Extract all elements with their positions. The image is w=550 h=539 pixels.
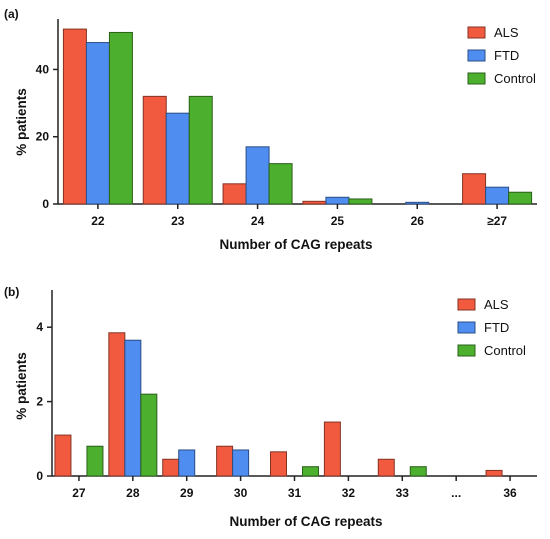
panel-b-y-tick-label: 2: [36, 395, 43, 409]
panel-a-bar-als-0: [62, 28, 87, 205]
panel-a-legend-label-control: Control: [494, 71, 536, 86]
panel-b-legend: ALS FTD Control: [457, 297, 526, 358]
panel-b-x-tick-label: ...: [451, 486, 461, 500]
panel-a-bar-ftd-2: [245, 146, 270, 205]
panel-a-bar-ftd-1: [165, 112, 190, 205]
panel-a-legend-label-ftd: FTD: [494, 48, 519, 63]
panel-a-bar-als-3: [302, 200, 327, 205]
panel-b-y-tick-label: 0: [36, 469, 43, 483]
panel-b-y-axis-title: % patients: [14, 352, 29, 420]
panel-b-x-tick-label: 32: [342, 486, 356, 500]
panel-b-legend-label-als: ALS: [484, 297, 509, 312]
panel-a-legend-swatch-control: [467, 72, 486, 85]
panel-b-x-axis-title: Number of CAG repeats: [229, 514, 382, 529]
panel-a-x-axis-title: Number of CAG repeats: [219, 237, 372, 252]
panel-a-bar-ftd-5: [485, 186, 510, 205]
panel-a-x-tick-label: 22: [91, 214, 105, 228]
panel-b-legend-swatch-als: [457, 298, 476, 311]
panel-b-bar-ftd-1: [124, 339, 142, 477]
panel-b-x-tick-label: 29: [180, 486, 194, 500]
panel-b-x-tick-label: 27: [72, 486, 86, 500]
panel-b-x-ticks: 27 28 29 30 31 32 33... 36: [72, 476, 517, 500]
panel-b-legend-label-ftd: FTD: [484, 320, 509, 335]
panel-b-bar-control-1: [140, 393, 158, 477]
panel-a-legend-swatch-als: [467, 26, 486, 39]
panel-a-x-tick-label: 24: [251, 214, 265, 228]
panel-a-bar-ftd-3: [325, 196, 350, 205]
panel-b-y-tick-label: 4: [36, 320, 43, 334]
panel-b-label: (b): [4, 285, 19, 299]
panel-a-bar-als-2: [222, 183, 247, 205]
panel-b-bar-als-0: [54, 434, 72, 477]
panel-b-bar-ftd-2: [178, 449, 196, 477]
panel-b-bar-control-4: [302, 466, 319, 477]
panel-a-x-tick-label: 25: [331, 214, 345, 228]
panel-a-y-tick-label: 40: [36, 62, 50, 76]
chart-panel-a: (a) % patients Number of CAG repeats 0 20…: [4, 7, 537, 252]
panel-a-y-ticks: 0 20 40: [36, 62, 58, 211]
panel-a-bar-control-1: [188, 95, 213, 205]
panel-b-x-tick-label: 28: [126, 486, 140, 500]
panel-a-legend-swatch-ftd: [467, 49, 486, 62]
panel-a-bar-als-1: [142, 95, 167, 205]
panel-a-bar-control-3: [348, 198, 373, 205]
panel-b-x-tick-label: 33: [396, 486, 410, 500]
panel-b-bar-als-1: [108, 332, 126, 477]
panel-a-x-tick-label: ≥27: [487, 214, 507, 228]
panel-a-legend: ALS FTD Control: [467, 25, 536, 86]
panel-a-y-tick-label: 0: [42, 197, 49, 211]
panel-a-bar-control-5: [508, 191, 533, 205]
panel-b-legend-swatch-control: [457, 344, 476, 357]
panel-b-bar-als-3: [216, 445, 234, 477]
panel-a-label: (a): [4, 7, 19, 21]
panel-b-x-tick-label: 30: [234, 486, 248, 500]
panel-b-legend-label-control: Control: [484, 343, 526, 358]
panel-a-x-tick-label: 26: [411, 214, 425, 228]
panel-b-legend-swatch-ftd: [457, 321, 476, 334]
chart-panel-b: (b) % patients Number of CAG repeats 0 2 4…: [4, 285, 537, 529]
panel-b-bar-als-2: [162, 458, 180, 477]
panel-b-x-tick-label: 31: [288, 486, 302, 500]
panel-a-x-ticks: 22 23 24 25 26 ≥27: [91, 204, 507, 228]
panel-b-bar-ftd-3: [232, 449, 250, 477]
panel-b-y-ticks: 0 2 4: [36, 320, 52, 483]
panel-a-bar-control-0: [108, 31, 133, 205]
panel-a-bar-control-2: [268, 163, 293, 205]
panel-b-bar-als-8: [485, 469, 503, 477]
panel-b-bar-als-6: [377, 458, 395, 477]
panel-b-bar-control-0: [86, 445, 104, 477]
panel-b-bar-als-5: [323, 421, 341, 477]
panel-a-legend-label-als: ALS: [494, 25, 519, 40]
panel-a-x-tick-label: 23: [171, 214, 185, 228]
panel-a-bar-als-5: [462, 173, 487, 205]
panel-a-y-axis-title: % patients: [14, 88, 29, 156]
panel-b-bars: [54, 332, 503, 477]
panel-a-bar-ftd-0: [85, 42, 110, 205]
panel-a-bars: [62, 28, 533, 205]
panel-b-x-tick-label: 36: [503, 486, 517, 500]
panel-b-bar-als-4: [270, 451, 287, 477]
panel-b-bar-control-6: [409, 466, 427, 477]
panel-a-bar-ftd-4: [405, 201, 430, 205]
panel-a-y-tick-label: 20: [36, 130, 50, 144]
